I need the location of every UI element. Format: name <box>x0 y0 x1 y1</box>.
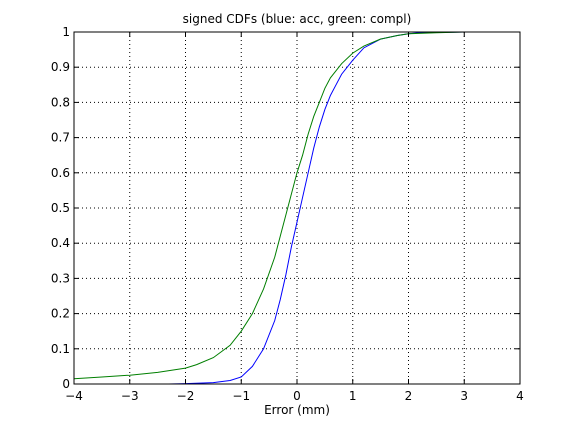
y-tick-label: 0.2 <box>51 307 70 321</box>
grid <box>74 32 520 384</box>
x-tick-label: 0 <box>293 389 301 403</box>
x-tick-label: −1 <box>232 389 250 403</box>
chart-title: signed CDFs (blue: acc, green: compl) <box>183 12 412 26</box>
x-tick-label: 4 <box>516 389 524 403</box>
x-tick-label: 3 <box>460 389 468 403</box>
y-tick-label: 0.7 <box>51 131 70 145</box>
x-axis-label: Error (mm) <box>264 403 330 417</box>
x-tick-label: −4 <box>65 389 83 403</box>
x-tick-label: 1 <box>349 389 357 403</box>
ticks <box>73 31 521 385</box>
y-tick-label: 1 <box>62 25 70 39</box>
y-tick-labels: 0 0.1 0.2 0.3 0.4 0.5 0.6 0.7 0.8 0.9 1 <box>51 25 70 391</box>
series-line-compl <box>73 31 520 380</box>
y-tick-label: 0.6 <box>51 166 70 180</box>
y-tick-label: 0 <box>62 377 70 391</box>
x-tick-label: −2 <box>177 389 195 403</box>
x-tick-label: 2 <box>405 389 413 403</box>
y-tick-label: 0.1 <box>51 342 70 356</box>
y-tick-label: 0.9 <box>51 60 70 74</box>
y-tick-label: 0.8 <box>51 95 70 109</box>
y-tick-label: 0.5 <box>51 201 70 215</box>
x-tick-label: −3 <box>121 389 139 403</box>
series-group <box>73 31 520 385</box>
x-tick-labels: −4 −3 −2 −1 0 1 2 3 4 <box>65 389 524 403</box>
y-tick-label: 0.4 <box>51 236 70 250</box>
y-tick-label: 0.3 <box>51 271 70 285</box>
